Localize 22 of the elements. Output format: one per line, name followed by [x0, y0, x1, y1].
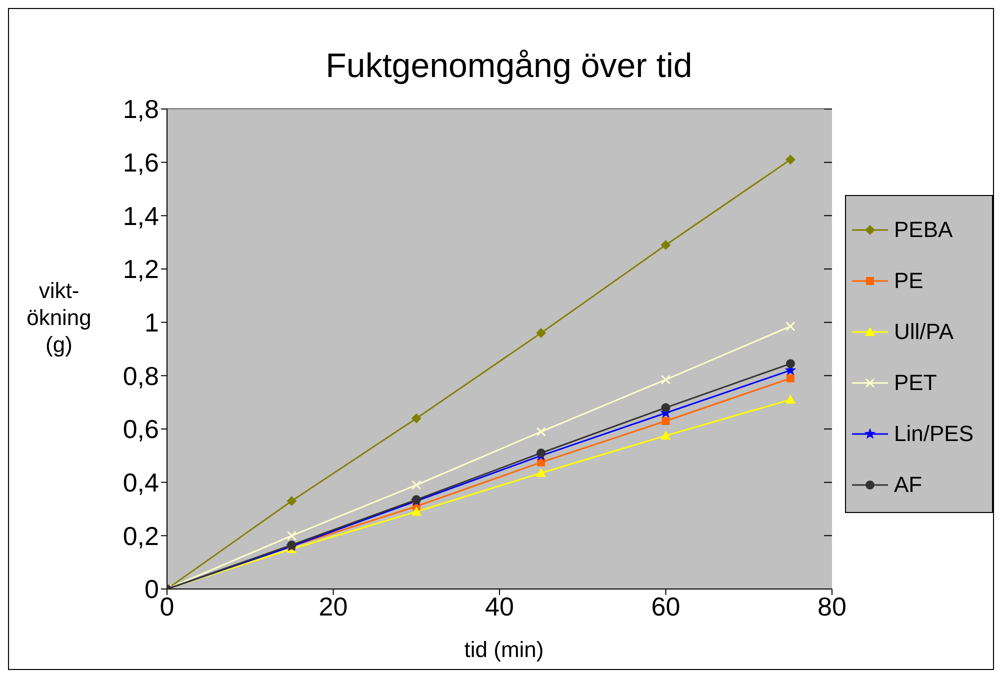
y-tick-label: 1	[144, 308, 159, 338]
y-axis-title: vikt- ökning (g)	[26, 277, 92, 358]
legend-label: Ull/PA	[894, 318, 954, 344]
x-tick-label: 80	[818, 591, 846, 622]
y-tick-label: 0,8	[122, 360, 159, 391]
y-tick-label: 1,2	[122, 254, 159, 284]
legend-label: Lin/PES	[894, 420, 974, 446]
y-tick-label: 0,6	[122, 414, 159, 444]
chart-title: Fuktgenomgång över tid	[324, 47, 694, 86]
y-tick-label: 0,4	[122, 468, 159, 498]
legend-label: PET	[894, 370, 937, 396]
legend-label: PE	[894, 268, 924, 294]
y-tick-label: 0,2	[122, 520, 159, 551]
x-tick-label: 40	[485, 591, 514, 622]
x-tick-label: 60	[651, 591, 680, 622]
x-tick-label: 20	[318, 591, 348, 622]
y-tick-label: 1,8	[122, 94, 159, 124]
x-axis-title: tid (min)	[463, 637, 545, 663]
y-tick-label: 1,4	[122, 200, 159, 231]
legend-label: AF	[894, 472, 922, 498]
y-tick-label: 1,6	[122, 148, 159, 178]
legend-label: PEBA	[894, 216, 953, 242]
